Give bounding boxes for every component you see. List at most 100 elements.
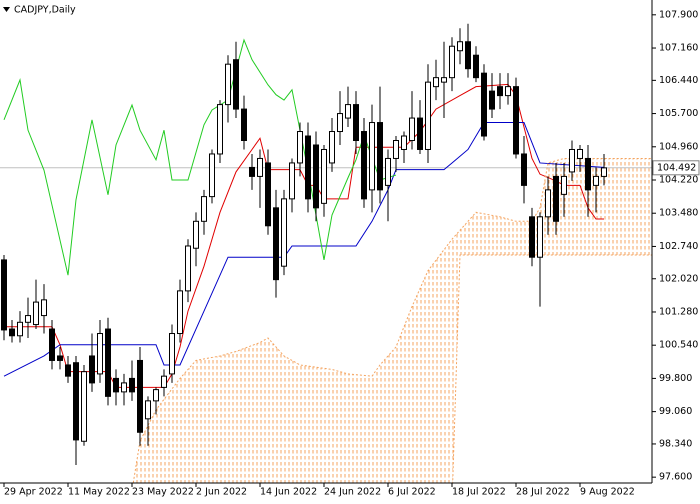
y-tick-label: 107.900 — [659, 9, 698, 20]
x-tick-label: 2 Jun 2022 — [196, 487, 247, 498]
candle-body — [593, 175, 599, 186]
candle-body — [17, 321, 23, 337]
candle-body — [201, 196, 207, 222]
candle-body — [585, 157, 591, 191]
candle-body — [121, 382, 127, 393]
x-tick-label: 9 Aug 2022 — [580, 487, 635, 498]
candle-body — [537, 216, 543, 258]
cloud-span-line — [452, 254, 652, 483]
x-tick-label: 28 Jul 2022 — [516, 487, 570, 498]
candle-body — [345, 104, 351, 119]
plot-area — [0, 23, 652, 483]
candle-body — [369, 122, 375, 191]
candle-body — [193, 220, 199, 249]
candle-body — [545, 189, 551, 218]
indicator-line — [3, 38, 397, 276]
candle-body — [233, 59, 239, 110]
candle-body — [305, 135, 311, 200]
candle-body — [33, 301, 39, 326]
candle-body — [457, 41, 463, 52]
candle-body — [145, 400, 151, 420]
candle-body — [337, 113, 343, 133]
candle-body — [105, 328, 111, 397]
candle-body — [9, 328, 15, 337]
candle-body — [209, 153, 215, 198]
last-price-box — [652, 160, 700, 176]
y-tick-label: 105.700 — [659, 108, 698, 119]
candle-body — [465, 41, 471, 70]
y-tick-label: 97.600 — [659, 472, 692, 483]
candle-body — [57, 355, 63, 361]
y-tick-label: 99.060 — [659, 406, 692, 417]
candle-body — [217, 104, 223, 155]
candle-body — [257, 157, 263, 177]
candle-body — [601, 167, 607, 177]
symbol-label: CADJPY,Daily — [14, 5, 76, 16]
x-tick-label: 18 Jul 2022 — [452, 487, 506, 498]
y-tick-label: 102.020 — [659, 273, 698, 284]
candle-body — [401, 135, 407, 150]
y-tick-label: 98.340 — [659, 438, 692, 449]
candle-body — [417, 117, 423, 150]
candle-body — [161, 375, 167, 388]
candle-body — [441, 77, 447, 83]
candle-body — [569, 148, 575, 173]
candle-body — [409, 117, 415, 142]
candle-body — [137, 359, 143, 433]
x-tick-label: 24 Jun 2022 — [324, 487, 381, 498]
candle-body — [225, 63, 231, 106]
candle-body — [249, 166, 255, 177]
candle-body — [577, 148, 583, 159]
y-tick-label: 104.960 — [659, 141, 698, 152]
candle-body — [433, 77, 439, 88]
candle-body — [393, 140, 399, 159]
cloud-span-line — [132, 157, 652, 483]
candle-body — [49, 328, 55, 361]
candle-body — [169, 333, 175, 375]
candle-body — [385, 157, 391, 186]
candle-body — [177, 290, 183, 335]
candle-body — [377, 122, 383, 191]
y-tick-label: 102.740 — [659, 241, 698, 252]
indicator-line — [3, 122, 605, 377]
candle-body — [129, 377, 135, 393]
candle-body — [81, 371, 87, 442]
candle-body — [521, 153, 527, 186]
candle-body — [505, 86, 511, 97]
menu-triangle[interactable] — [3, 7, 10, 12]
candle-body — [25, 315, 31, 323]
candle-body — [361, 131, 367, 200]
y-tick-label: 100.540 — [659, 340, 698, 351]
candle-body — [73, 362, 79, 441]
candle-body — [297, 131, 303, 164]
x-tick-label: 6 Jul 2022 — [388, 487, 436, 498]
x-tick-label: 23 May 2022 — [132, 487, 194, 498]
candle-body — [529, 216, 535, 258]
cloud-fill — [133, 158, 652, 483]
candle-body — [489, 90, 495, 110]
candle-body — [473, 54, 479, 79]
candle-body — [289, 162, 295, 200]
candle-body — [153, 389, 159, 402]
y-tick-label: 107.160 — [659, 43, 698, 54]
x-tick-label: 29 Apr 2022 — [4, 487, 63, 498]
candle-body — [481, 72, 487, 137]
candle-body — [353, 104, 359, 142]
y-tick-label: 103.480 — [659, 208, 698, 219]
candle-body — [329, 131, 335, 164]
candle-body — [185, 245, 191, 292]
candle-body — [265, 162, 271, 227]
y-tick-label: 104.220 — [659, 175, 698, 186]
candle-body — [561, 175, 567, 195]
candle-body — [321, 148, 327, 204]
x-tick-label: 14 Jun 2022 — [260, 487, 317, 498]
y-tick-label: 99.800 — [659, 373, 692, 384]
candle-body — [273, 207, 279, 281]
candle-body — [41, 299, 47, 317]
candle-body — [241, 108, 247, 142]
candle-body — [89, 355, 95, 384]
candle-body — [449, 45, 455, 79]
candle-body — [65, 364, 71, 377]
